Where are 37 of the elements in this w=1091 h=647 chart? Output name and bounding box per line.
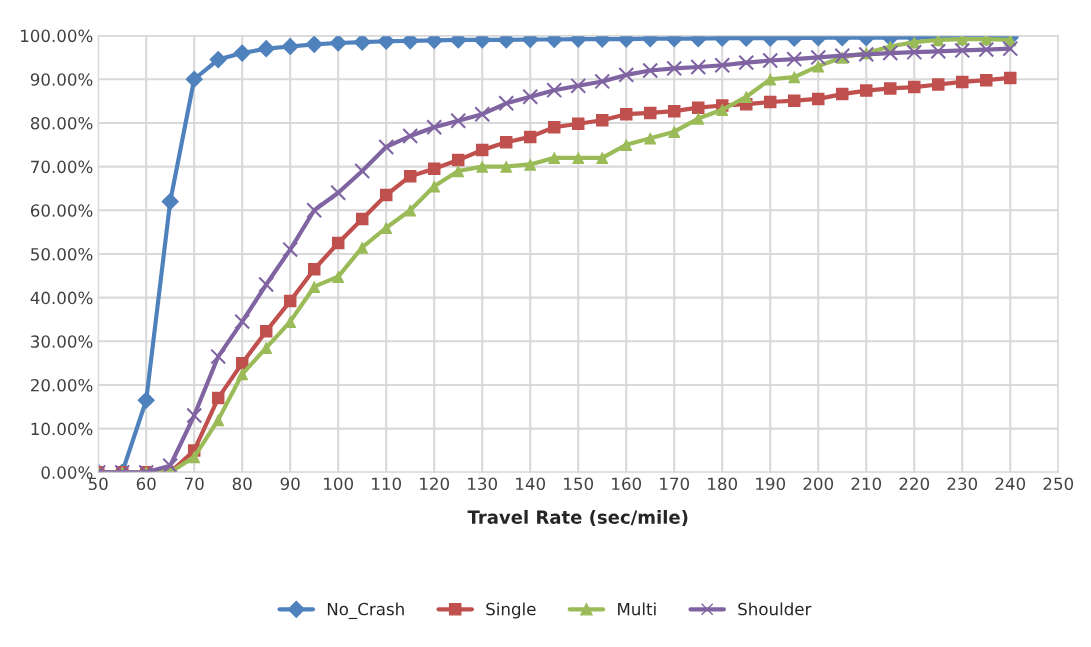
x-tick-label: 60 [136, 477, 156, 491]
x-axis-title: Travel Rate (sec/mile) [467, 509, 688, 527]
x-tick-label: 210 [851, 477, 882, 491]
x-tick-label: 140 [516, 477, 546, 491]
y-tick-label: 100.00% [21, 29, 93, 43]
x-tick-label: 240 [995, 477, 1026, 491]
legend-label: No_Crash [327, 602, 404, 620]
x-tick-label: 220 [899, 477, 930, 491]
x-tick-label: 50 [88, 477, 108, 491]
y-tick-label: 90.00% [30, 73, 93, 86]
legend-label: Single [486, 602, 536, 619]
x-tick-label: 90 [280, 477, 300, 491]
x-tick-label: 160 [612, 477, 642, 491]
y-tick-label: 20.00% [31, 378, 93, 392]
y-tick-label: 80.00% [30, 116, 93, 130]
legend-label: Shoulder [738, 602, 812, 616]
x-tick-label: 230 [947, 477, 978, 491]
x-tick-label: 120 [420, 477, 450, 491]
x-tick-label: 170 [660, 477, 690, 491]
x-tick-label: 180 [708, 477, 738, 491]
y-tick-label: 60.00% [30, 204, 93, 217]
x-tick-label: 250 [1043, 477, 1074, 491]
y-tick-label: 30.00% [31, 335, 93, 348]
y-tick-label: 70.00% [31, 160, 93, 174]
x-tick-label: 100 [324, 477, 354, 491]
y-tick-label: 10.00% [31, 422, 93, 436]
y-tick-label: 40.00% [30, 291, 93, 305]
x-tick-label: 130 [468, 477, 498, 491]
x-tick-label: 200 [803, 477, 834, 491]
x-tick-label: 150 [564, 477, 594, 491]
legend-label: Multi [618, 602, 656, 616]
y-tick-label: 0.00% [41, 466, 93, 479]
x-tick-label: 80 [232, 477, 252, 491]
x-tick-label: 190 [756, 477, 786, 491]
x-tick-label: 70 [184, 477, 204, 491]
y-tick-label: 50.00% [31, 247, 93, 261]
x-tick-label: 110 [372, 477, 402, 491]
